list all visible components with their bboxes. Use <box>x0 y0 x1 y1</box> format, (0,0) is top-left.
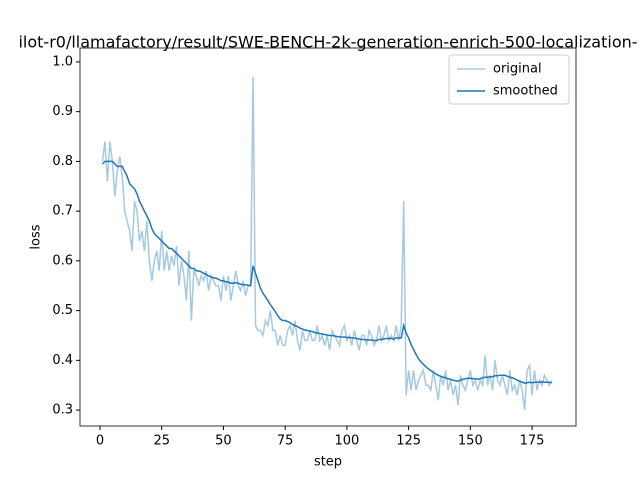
x-tick-label: 150 <box>458 434 483 449</box>
x-tick-label: 25 <box>153 434 170 449</box>
y-tick-label: 0.5 <box>52 303 73 318</box>
y-tick-label: 0.6 <box>52 253 73 268</box>
x-tick-label: 125 <box>396 434 421 449</box>
y-tick-label: 0.4 <box>52 353 73 368</box>
x-tick-label: 175 <box>520 434 545 449</box>
series-line <box>101 160 552 385</box>
x-tick-label: 0 <box>96 434 104 449</box>
x-tick-label: 100 <box>334 434 359 449</box>
chart-title: ilot-r0/llamafactory/result/SWE-BENCH-2k… <box>18 33 637 52</box>
x-tick-label: 50 <box>215 434 232 449</box>
x-axis-label: step <box>314 455 342 470</box>
y-tick-label: 0.3 <box>52 403 73 418</box>
x-tick-label: 75 <box>277 434 294 449</box>
y-tick-label: 0.7 <box>52 204 73 219</box>
y-tick-label: 0.9 <box>52 104 73 119</box>
legend-label: smoothed <box>493 84 558 99</box>
y-tick-label: 1.0 <box>52 54 73 69</box>
legend-label: original <box>493 62 542 77</box>
plot-frame <box>79 47 577 427</box>
y-tick-label: 0.8 <box>52 154 73 169</box>
y-axis-label: loss <box>29 224 44 249</box>
